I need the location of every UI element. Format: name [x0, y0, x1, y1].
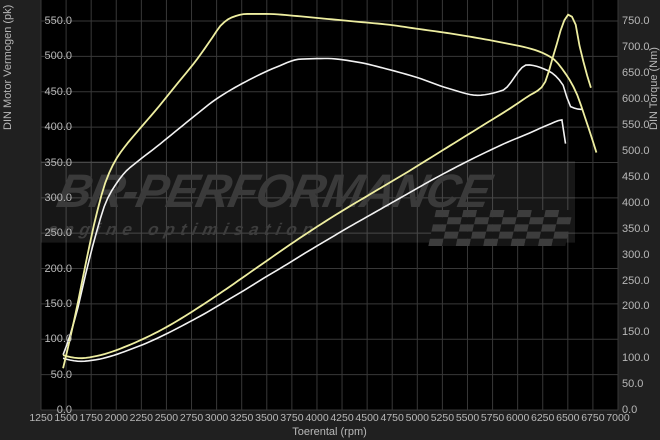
svg-text:engine optimisation: engine optimisation [46, 219, 321, 239]
svg-text:BR-PERFORMANCE: BR-PERFORMANCE [53, 165, 498, 217]
